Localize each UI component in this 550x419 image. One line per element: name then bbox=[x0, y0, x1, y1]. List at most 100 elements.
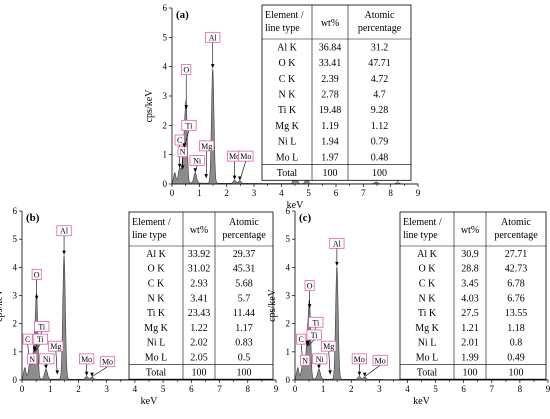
y-tick-label: 2 bbox=[163, 120, 168, 130]
table-cell: 4.72 bbox=[371, 74, 389, 85]
peak-label: Mg bbox=[323, 342, 334, 351]
table-cell: N K bbox=[419, 293, 437, 304]
x-tick-label: 8 bbox=[246, 384, 251, 394]
table-cell: 5.7 bbox=[238, 293, 251, 304]
y-tick-label: 2 bbox=[286, 319, 291, 329]
table-cell: O K bbox=[148, 264, 166, 275]
peak-label: Ti bbox=[311, 331, 319, 340]
x-tick-label: 5 bbox=[433, 384, 438, 394]
table-cell: 1.21 bbox=[461, 323, 479, 334]
peak-label-arrowhead bbox=[90, 372, 94, 377]
table-frame bbox=[128, 211, 274, 380]
peak-label: Ti bbox=[37, 335, 45, 344]
table-cell: Al K bbox=[146, 249, 167, 260]
peak-label-arrowhead bbox=[357, 371, 362, 376]
peak-label-arrowhead bbox=[362, 372, 367, 377]
x-tick-label: 1 bbox=[321, 384, 326, 394]
peak-label: Ni bbox=[193, 157, 202, 166]
peak-label-box bbox=[329, 237, 345, 249]
peak-label: Ti bbox=[312, 318, 320, 327]
x-tick-label: 3 bbox=[252, 188, 257, 198]
peak-label-arrowhead bbox=[210, 64, 215, 69]
table-cell: 27.71 bbox=[505, 249, 528, 260]
x-tick-label: 5 bbox=[306, 188, 311, 198]
peak-label: Mo bbox=[354, 355, 365, 364]
peak-label-arrowhead bbox=[84, 371, 89, 376]
peak-label: Mo bbox=[229, 152, 240, 161]
x-axis-label: keV bbox=[141, 396, 158, 407]
table-cell: 100 bbox=[463, 367, 478, 378]
table-cell: Ni L bbox=[278, 137, 297, 148]
table-cell: 23.43 bbox=[188, 308, 211, 319]
peak-label: C bbox=[25, 335, 30, 344]
table-cell: O K bbox=[419, 264, 437, 275]
y-axis-label: cps/keV bbox=[144, 89, 155, 123]
x-tick-label: 4 bbox=[279, 188, 284, 198]
x-tick-label: 6 bbox=[189, 384, 194, 394]
table-cell: 1.19 bbox=[321, 121, 339, 132]
table-cell: 33.92 bbox=[188, 249, 211, 260]
table-cell: 3.45 bbox=[461, 279, 479, 290]
table-cell: 1.97 bbox=[321, 152, 339, 163]
composition-table: Element / line type wt% Atomic percentage Al … bbox=[128, 211, 274, 380]
x-tick-label: 8 bbox=[518, 384, 523, 394]
table-cell: C K bbox=[419, 279, 436, 290]
peak-label-box bbox=[205, 31, 221, 43]
table-cell: N K bbox=[148, 293, 166, 304]
x-tick-label: 2 bbox=[76, 384, 81, 394]
peak-label-arrowhead bbox=[34, 295, 39, 300]
peak-label: N bbox=[302, 356, 308, 365]
table-cell: Ni L bbox=[147, 338, 166, 349]
table-cell: 1.22 bbox=[190, 323, 208, 334]
table-cell: 0.48 bbox=[371, 152, 389, 163]
table-cell: 1.94 bbox=[321, 137, 339, 148]
peak-label-box bbox=[308, 316, 324, 328]
peak-label-box bbox=[189, 155, 205, 166]
peak-label: Al bbox=[209, 33, 218, 42]
panel-label: (b) bbox=[26, 212, 40, 224]
table-cell: 100 bbox=[509, 367, 524, 378]
peak-label-box bbox=[312, 353, 328, 365]
table-header-cell: wt% bbox=[190, 225, 208, 236]
peak-label-box bbox=[296, 333, 307, 345]
peak-label-arrow bbox=[307, 339, 315, 347]
table-cell: Ti K bbox=[418, 308, 437, 319]
y-tick-label: 1 bbox=[286, 347, 291, 357]
table-cell: 9.28 bbox=[371, 105, 389, 116]
peak-label-box bbox=[39, 353, 55, 365]
y-tick-label: 0 bbox=[163, 179, 168, 189]
peak-label-arrowhead bbox=[335, 261, 339, 266]
table-frame bbox=[399, 211, 547, 380]
table-cell: 100 bbox=[372, 168, 387, 179]
table-cell: 2.39 bbox=[321, 74, 339, 85]
x-tick-label: 8 bbox=[388, 188, 393, 198]
x-tick-label: 1 bbox=[48, 384, 53, 394]
peak-label-arrowhead bbox=[62, 250, 66, 255]
table-cell: 36.84 bbox=[319, 42, 342, 53]
x-tick-label: 2 bbox=[349, 384, 354, 394]
y-tick-label: 0 bbox=[286, 375, 291, 385]
peak-label-arrow bbox=[34, 343, 41, 353]
x-tick-label: 7 bbox=[361, 188, 366, 198]
table-cell: Mo L bbox=[276, 152, 299, 163]
x-tick-label: 0 bbox=[20, 384, 25, 394]
y-axis-label: cps/keV bbox=[0, 288, 5, 322]
x-tick-label: 0 bbox=[293, 384, 298, 394]
peak-label: Ni bbox=[316, 355, 325, 364]
peak-label-arrowhead bbox=[237, 176, 242, 181]
table-cell: 11.44 bbox=[233, 308, 255, 319]
table-cell: 100 bbox=[192, 367, 207, 378]
y-tick-label: 1 bbox=[13, 347, 18, 357]
peak-label: Al bbox=[333, 239, 342, 248]
table-header-cell: Atomic bbox=[229, 217, 260, 228]
table-cell: 31.02 bbox=[188, 264, 211, 275]
table-cell: 0.79 bbox=[371, 137, 389, 148]
peak-label: N bbox=[180, 148, 186, 157]
table-cell: 0.49 bbox=[507, 353, 525, 364]
table-cell: 1.12 bbox=[371, 121, 389, 132]
x-tick-label: 9 bbox=[416, 188, 421, 198]
peak-label-arrowhead bbox=[328, 370, 332, 375]
table-header-cell: wt% bbox=[321, 18, 339, 29]
table-cell: 33.41 bbox=[319, 58, 342, 69]
table-frame bbox=[261, 4, 412, 181]
